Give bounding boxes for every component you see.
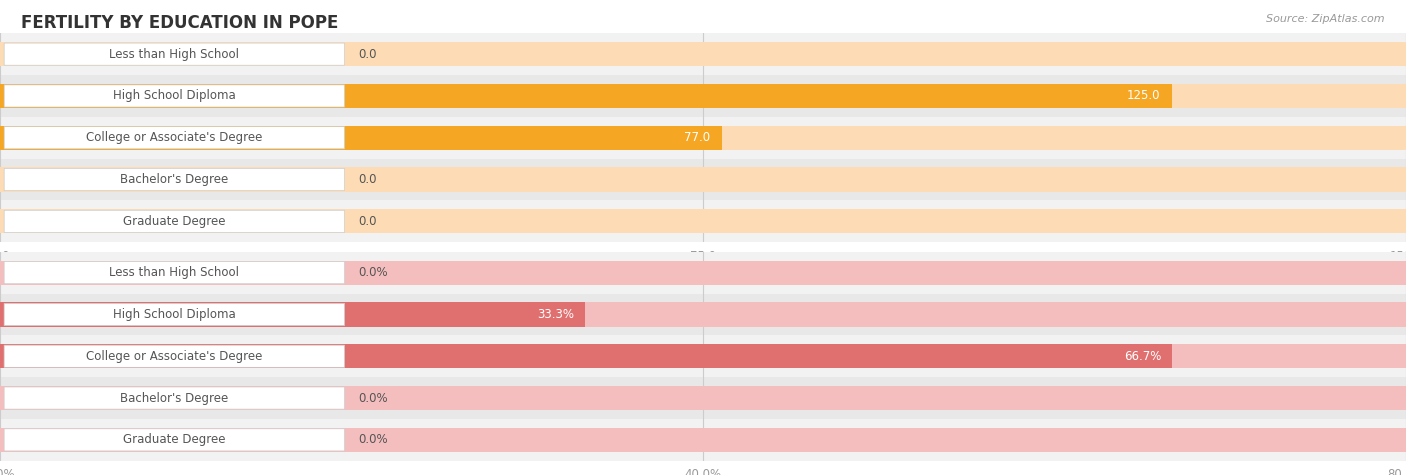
Bar — [0, 84, 1171, 108]
Text: 66.7%: 66.7% — [1123, 350, 1161, 363]
Bar — [0, 344, 1173, 369]
Text: 0.0: 0.0 — [359, 48, 377, 61]
Text: Bachelor's Degree: Bachelor's Degree — [121, 173, 228, 186]
Bar — [0, 125, 721, 150]
Text: 125.0: 125.0 — [1128, 89, 1160, 103]
Bar — [0, 294, 1406, 335]
Bar — [0, 84, 1406, 108]
FancyBboxPatch shape — [4, 262, 344, 284]
FancyBboxPatch shape — [4, 345, 344, 367]
Bar — [0, 386, 1406, 410]
FancyBboxPatch shape — [4, 387, 344, 409]
FancyBboxPatch shape — [4, 127, 344, 149]
Bar — [0, 167, 1406, 192]
Text: Graduate Degree: Graduate Degree — [124, 433, 225, 446]
Text: 0.0%: 0.0% — [359, 391, 388, 405]
Bar — [0, 428, 1406, 452]
FancyBboxPatch shape — [4, 304, 344, 325]
Text: College or Associate's Degree: College or Associate's Degree — [86, 131, 263, 144]
FancyBboxPatch shape — [4, 43, 344, 65]
FancyBboxPatch shape — [4, 169, 344, 190]
Bar — [0, 260, 1406, 285]
Text: 0.0%: 0.0% — [359, 433, 388, 446]
Bar — [0, 302, 585, 327]
Bar — [0, 200, 1406, 242]
FancyBboxPatch shape — [4, 85, 344, 107]
Bar — [0, 125, 1406, 150]
Text: High School Diploma: High School Diploma — [112, 308, 236, 321]
Text: High School Diploma: High School Diploma — [112, 89, 236, 103]
Text: College or Associate's Degree: College or Associate's Degree — [86, 350, 263, 363]
Bar — [0, 159, 1406, 200]
Bar — [0, 75, 1406, 117]
Bar — [0, 252, 1406, 294]
Bar — [0, 344, 1406, 369]
Bar — [0, 209, 1406, 234]
Text: 0.0%: 0.0% — [359, 266, 388, 279]
Text: Less than High School: Less than High School — [110, 266, 239, 279]
Text: Source: ZipAtlas.com: Source: ZipAtlas.com — [1267, 14, 1385, 24]
Bar — [0, 419, 1406, 461]
Bar — [0, 377, 1406, 419]
Bar — [0, 33, 1406, 75]
Text: Less than High School: Less than High School — [110, 48, 239, 61]
Bar — [0, 117, 1406, 159]
Text: 0.0: 0.0 — [359, 173, 377, 186]
Text: Bachelor's Degree: Bachelor's Degree — [121, 391, 228, 405]
Text: 33.3%: 33.3% — [537, 308, 574, 321]
Text: 0.0: 0.0 — [359, 215, 377, 228]
Text: FERTILITY BY EDUCATION IN POPE: FERTILITY BY EDUCATION IN POPE — [21, 14, 339, 32]
Text: Graduate Degree: Graduate Degree — [124, 215, 225, 228]
Bar — [0, 335, 1406, 377]
Bar — [0, 302, 1406, 327]
Text: 77.0: 77.0 — [685, 131, 710, 144]
FancyBboxPatch shape — [4, 210, 344, 232]
Bar — [0, 42, 1406, 66]
FancyBboxPatch shape — [4, 429, 344, 451]
